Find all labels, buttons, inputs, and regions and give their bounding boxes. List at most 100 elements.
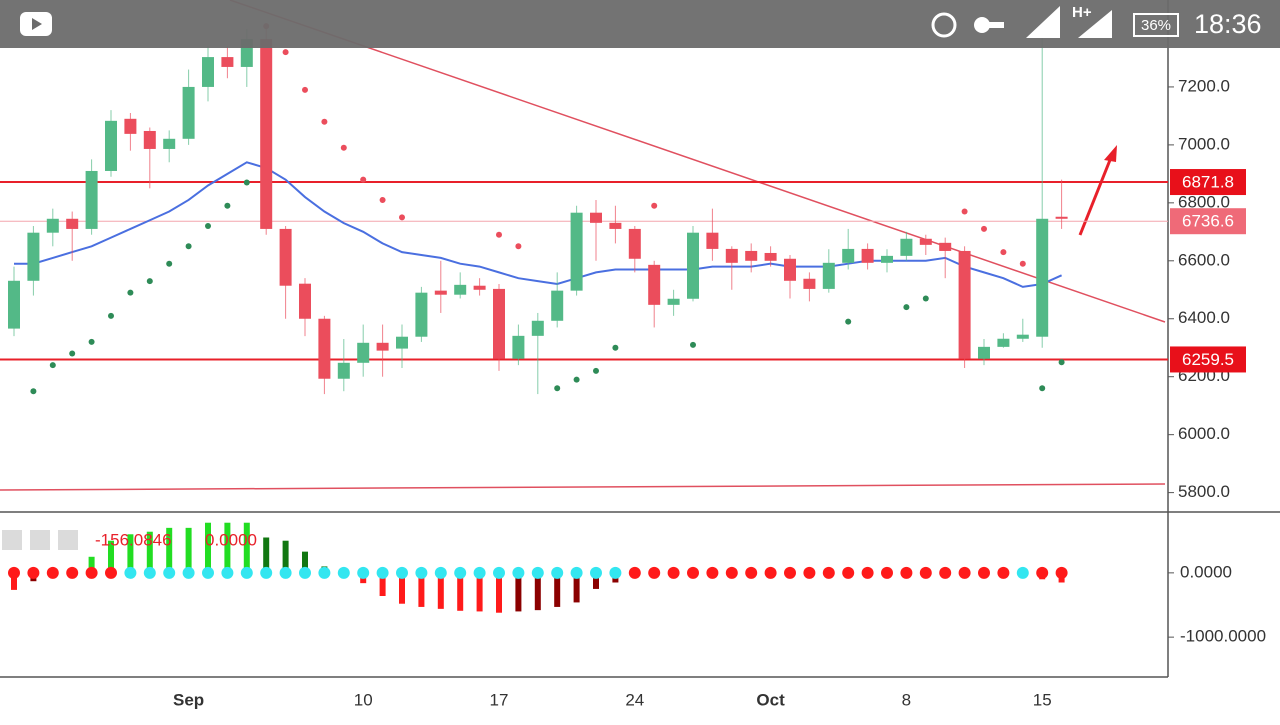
squeeze-dot [531,566,544,579]
toolbar [2,530,78,550]
y-tick-label: 6800.0 [1178,192,1230,211]
squeeze-dot [570,566,583,579]
squeeze-dot [706,566,719,579]
candle-body [706,232,719,249]
indicator-bar [127,534,134,573]
indicator-bar [88,556,95,573]
squeeze-dot [105,566,117,579]
youtube-play [32,18,42,30]
toolbar-button[interactable] [2,530,22,550]
sar-dot [360,176,367,183]
toolbar-button[interactable] [30,530,50,550]
indicator-bar [457,572,464,611]
candle-body [570,212,583,291]
squeeze-dot [687,566,699,579]
indicator-bar [224,522,231,573]
sar-dot [903,304,910,311]
indicator-bar [282,540,289,573]
candle-body [687,232,699,299]
sar-dot [399,214,405,221]
candle-body [881,255,893,263]
candle-body [434,290,447,295]
candle-body [512,335,525,359]
indicator-bar [399,572,405,604]
squeeze-dot [221,566,234,579]
squeeze-dot [202,566,214,579]
squeeze-dot [590,566,602,579]
indicator-bar [534,572,541,611]
squeeze-dot [493,566,505,579]
price-label: 6736.6 [1182,212,1234,231]
status-bar-bg [0,0,1280,48]
squeeze-dot [85,566,98,579]
x-tick-label: 10 [354,690,373,709]
squeeze-dot [182,566,195,579]
sar-dot [282,49,289,56]
squeeze-dot [124,566,137,579]
sar-dot [1039,385,1046,392]
squeeze-dot [803,566,816,579]
squeeze-dot [919,566,932,579]
squeeze-dot [725,566,738,579]
candle-body [163,138,176,149]
indicator-bar [476,572,483,612]
candle-body [493,288,505,359]
sar-dot [166,260,173,267]
squeeze-dot [939,566,952,579]
sar-dot [845,318,852,325]
indicator-bar [11,572,17,590]
squeeze-dot [1036,566,1049,579]
sar-dot [302,86,308,93]
x-tick-label: 24 [625,690,644,709]
candle-body [260,39,273,229]
candle-body [66,218,79,229]
sar-dot [69,350,76,357]
squeeze-dot [764,566,777,579]
candle-body [648,264,661,305]
plot-layer: 5800.06000.06200.06400.06600.06800.07000… [0,23,1266,709]
sar-dot [379,196,386,203]
squeeze-dot [454,566,467,579]
squeeze-dot [337,566,350,579]
candle-body [124,118,137,134]
squeeze-dot [822,566,835,579]
y-tick-label: 5800.0 [1178,482,1230,501]
candle-body [396,336,408,349]
sar-dot [88,338,95,345]
sar-dot [127,289,134,296]
signal-icon [1026,6,1060,38]
sar-dot [690,341,696,348]
y-tick-label: 0.0000 [1180,562,1232,581]
candle-body [628,228,641,259]
candle-body [143,130,156,149]
y-tick-label: 7200.0 [1178,76,1230,95]
candle-body [822,262,835,289]
squeeze-dot [978,566,990,579]
squeeze-dot [8,566,20,579]
squeeze-dot [240,566,253,579]
squeeze-dot [260,566,273,579]
squeeze-dot [512,566,525,579]
candle-body [105,120,117,171]
indicator-bar [166,527,173,573]
candle-body [842,248,855,263]
candle-body [182,86,195,139]
indicator-bar [108,540,114,573]
candle-body [725,248,738,263]
indicator-bar [205,522,211,573]
indicator-bar [496,572,502,613]
indicator-bar [554,572,561,607]
indicator-bar [379,572,386,596]
toolbar-button[interactable] [58,530,78,550]
squeeze-dot [66,566,79,579]
squeeze-dot [27,566,40,579]
signal-icon [1078,10,1112,38]
x-tick-label: Sep [173,690,204,709]
sar-dot [651,202,658,209]
squeeze-dot [415,566,428,579]
sar-dot [1019,260,1026,267]
key-icon-shaft [988,22,1004,28]
sar-dot [185,243,192,250]
squeeze-dot [648,566,661,579]
sar-dot [961,208,968,215]
